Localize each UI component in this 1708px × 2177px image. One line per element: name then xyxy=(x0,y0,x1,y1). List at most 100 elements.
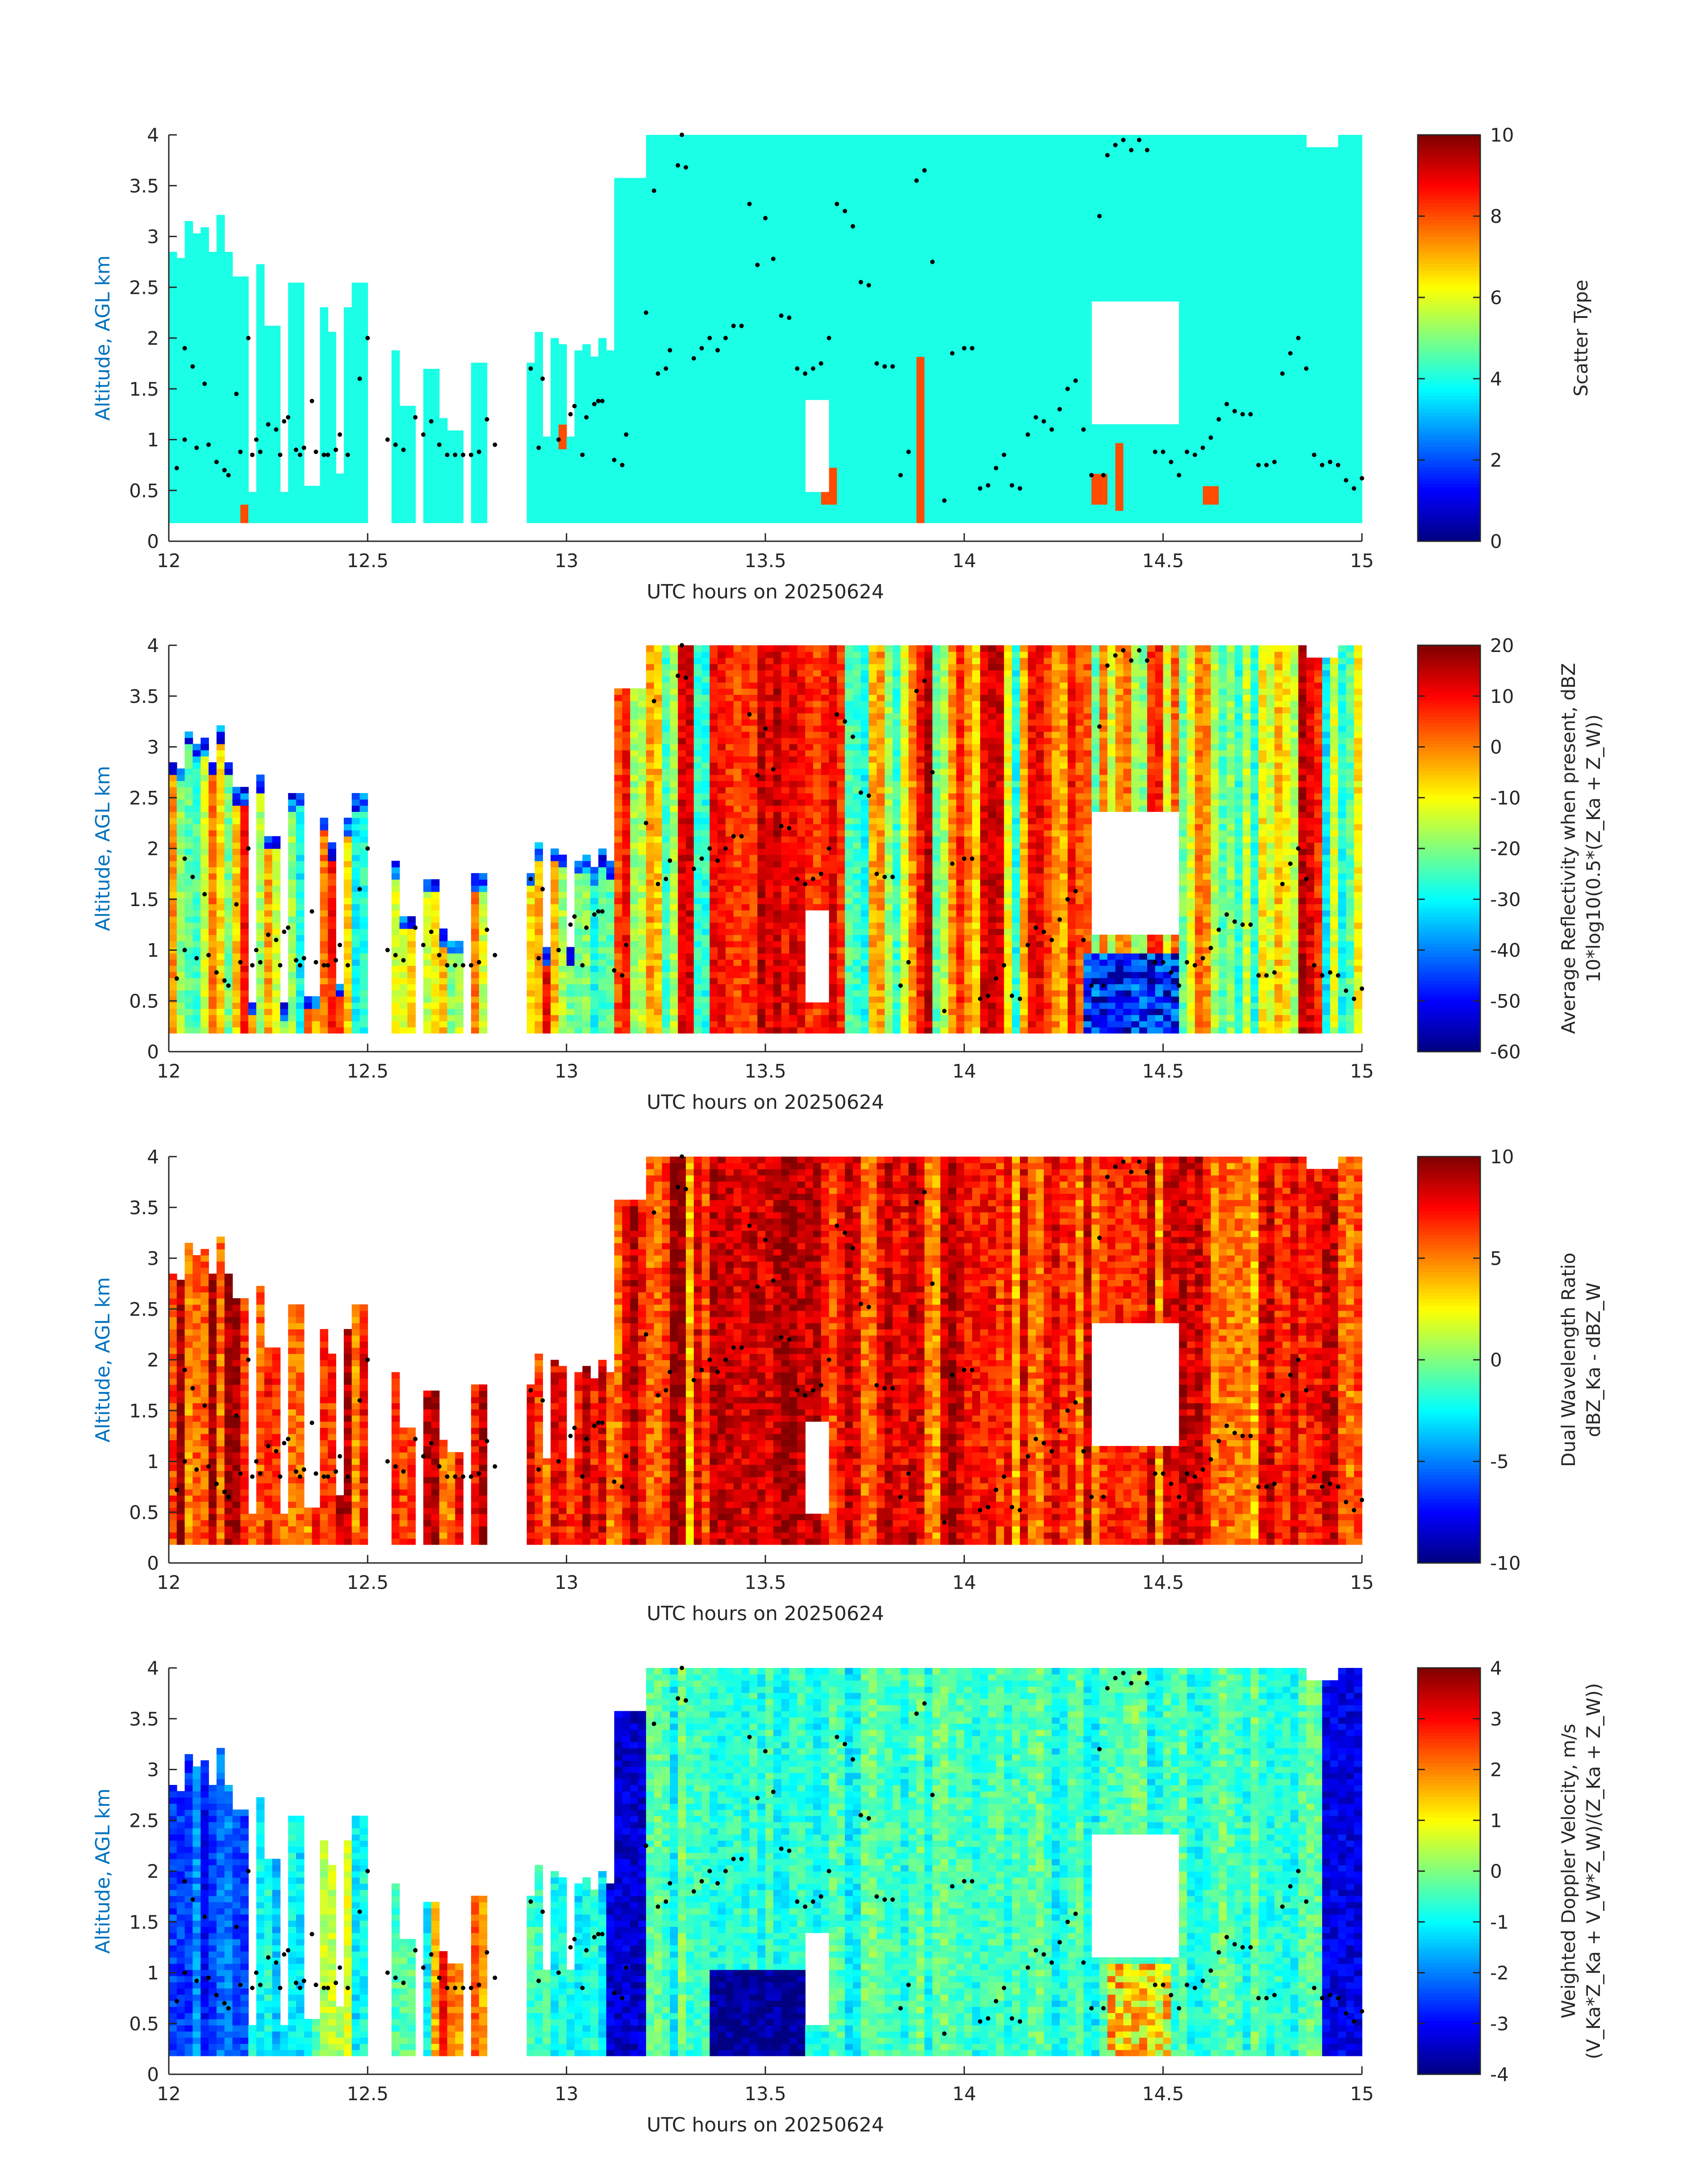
heatmap-cell xyxy=(694,369,702,376)
heatmap-cell xyxy=(710,172,718,179)
heatmap-cell xyxy=(948,264,957,271)
heatmap-cell xyxy=(877,455,885,462)
heatmap-cell xyxy=(972,498,981,505)
heatmap-cell xyxy=(614,473,623,480)
heatmap-cell xyxy=(829,412,838,419)
heatmap-cell xyxy=(893,196,901,203)
heatmap-cell xyxy=(924,437,933,443)
heatmap-cell xyxy=(861,443,869,449)
heatmap-cell xyxy=(590,480,599,486)
heatmap-cell xyxy=(598,369,607,376)
heatmap-cell xyxy=(638,264,647,271)
heatmap-cell xyxy=(757,351,766,357)
heatmap-cell xyxy=(781,492,790,499)
heatmap-cell xyxy=(646,369,655,376)
heatmap-cell xyxy=(559,455,567,462)
heatmap-cell xyxy=(742,227,750,234)
heatmap-cell xyxy=(964,166,973,172)
heatmap-cell xyxy=(209,264,217,271)
heatmap-cell xyxy=(200,264,209,271)
heatmap-cell xyxy=(567,449,575,455)
heatmap-cell xyxy=(956,313,965,320)
heatmap-cell xyxy=(192,375,201,382)
heatmap-cell xyxy=(734,510,742,517)
heatmap-cell xyxy=(773,381,782,388)
heatmap-cell xyxy=(559,406,567,413)
heatmap-cell xyxy=(964,276,973,283)
heatmap-cell xyxy=(169,393,177,400)
heatmap-cell xyxy=(781,486,790,493)
heatmap-cell xyxy=(439,461,448,468)
heatmap-cell xyxy=(280,517,288,523)
heatmap-cell xyxy=(710,184,718,191)
heatmap-cell xyxy=(805,141,814,148)
heatmap-cell xyxy=(845,412,853,419)
heatmap-cell xyxy=(240,461,249,468)
heatmap-cell xyxy=(877,369,885,376)
heatmap-cell xyxy=(192,387,201,394)
heatmap-cell xyxy=(710,517,718,523)
heatmap-cell xyxy=(877,504,885,511)
heatmap-cell xyxy=(765,289,774,296)
heatmap-cell xyxy=(726,418,734,425)
heatmap-cell xyxy=(288,369,296,376)
heatmap-cell xyxy=(789,159,798,166)
heatmap-cell xyxy=(575,480,583,486)
heatmap-cell xyxy=(885,289,893,296)
heatmap-cell xyxy=(845,510,853,517)
heatmap-cell xyxy=(837,215,845,221)
heatmap-cell xyxy=(360,498,368,505)
heatmap-cell xyxy=(789,461,798,468)
heatmap-cell xyxy=(177,430,185,437)
heatmap-cell xyxy=(670,486,678,493)
heatmap-cell xyxy=(177,375,185,382)
heatmap-cell xyxy=(535,480,543,486)
heatmap-cell xyxy=(765,492,774,499)
heatmap-cell xyxy=(781,332,790,338)
heatmap-cell xyxy=(455,461,464,468)
heatmap-cell xyxy=(924,276,933,283)
heatmap-cell xyxy=(877,351,885,357)
heatmap-cell xyxy=(654,393,663,400)
heatmap-cell xyxy=(765,449,774,455)
heatmap-cell xyxy=(901,356,909,363)
heatmap-cell xyxy=(924,320,933,326)
heatmap-cell xyxy=(813,196,822,203)
heatmap-cell xyxy=(805,492,814,499)
heatmap-cell xyxy=(742,344,750,351)
heatmap-cell xyxy=(670,234,678,240)
heatmap-cell xyxy=(177,363,185,369)
heatmap-cell xyxy=(765,184,774,191)
heatmap-cell xyxy=(217,486,225,493)
heatmap-cell xyxy=(551,418,559,425)
heatmap-cell xyxy=(217,517,225,523)
heatmap-cell xyxy=(296,400,305,406)
heatmap-cell xyxy=(694,437,702,443)
heatmap-cell xyxy=(233,289,241,296)
heatmap-cell xyxy=(861,430,869,437)
heatmap-cell xyxy=(217,375,225,382)
heatmap-cell xyxy=(821,295,830,302)
heatmap-cell xyxy=(248,498,257,505)
heatmap-cell xyxy=(829,326,838,332)
heatmap-cell xyxy=(702,234,710,240)
heatmap-cell xyxy=(789,381,798,388)
heatmap-cell xyxy=(940,351,949,357)
heatmap-cell xyxy=(829,449,838,455)
heatmap-cell xyxy=(813,135,822,142)
heatmap-cell xyxy=(225,492,233,499)
heatmap-cell xyxy=(877,270,885,277)
heatmap-cell xyxy=(185,369,193,376)
heatmap-cell xyxy=(559,504,567,511)
heatmap-cell xyxy=(662,412,670,419)
heatmap-cell xyxy=(797,227,806,234)
heatmap-cell xyxy=(877,147,885,154)
heatmap-cell xyxy=(455,510,464,517)
heatmap-cell xyxy=(837,196,845,203)
heatmap-cell xyxy=(169,264,177,271)
heatmap-cell xyxy=(885,369,893,376)
heatmap-cell xyxy=(885,498,893,505)
heatmap-cell xyxy=(718,387,726,394)
heatmap-cell xyxy=(893,504,901,511)
heatmap-cell xyxy=(821,135,830,142)
